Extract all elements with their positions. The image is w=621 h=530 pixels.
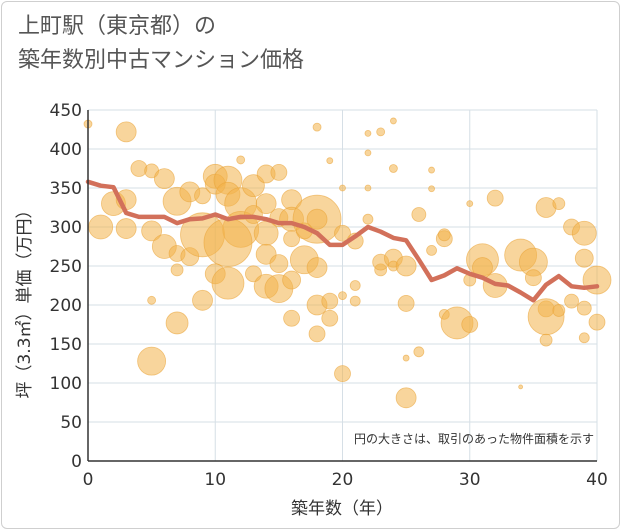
bubble-point: [170, 263, 184, 277]
bubble-point: [461, 316, 479, 333]
bubble-point: [571, 220, 597, 246]
bubble-point: [242, 174, 265, 198]
bubble-point: [524, 269, 542, 287]
bubble-point: [349, 295, 361, 307]
axes: [87, 110, 597, 462]
bubble-point: [349, 280, 361, 291]
bubble-point: [402, 354, 410, 362]
bubble-point: [203, 218, 253, 268]
bubble-point: [364, 184, 372, 192]
bubble-point: [308, 325, 326, 343]
bubble-point: [395, 387, 417, 409]
bubble-series: [83, 117, 612, 409]
bubble-point: [137, 346, 167, 376]
bubble-point: [428, 185, 435, 193]
bubble-point: [115, 218, 137, 239]
bubble-point: [339, 184, 346, 192]
chart-title: 上町駅（東京都）の 築年数別中古マンション価格: [18, 14, 305, 73]
y-tick-label: 0: [71, 452, 82, 472]
x-tick-label: 10: [204, 470, 226, 490]
bubble-size-note: 円の大きさは、取引のあった物件面積を示す: [354, 431, 594, 446]
bubble-point: [428, 166, 435, 174]
bubble-point: [253, 220, 279, 246]
y-tick-label: 200: [50, 296, 82, 316]
x-tick-label: 0: [83, 470, 94, 490]
bubble-point: [397, 295, 415, 312]
bubble-point: [312, 122, 322, 132]
bubble-point: [283, 309, 301, 327]
y-axis-title: 坪（3.3㎡）単価（万円）: [15, 201, 35, 398]
bubble-point: [578, 332, 590, 344]
x-tick-label: 30: [459, 470, 481, 490]
x-axis-title: 築年数（年）: [291, 499, 393, 519]
bubble-point: [362, 213, 374, 225]
bubble-point: [426, 244, 437, 256]
y-tick-label: 50: [60, 413, 82, 433]
bubble-point: [130, 160, 148, 177]
bubble-point: [269, 254, 289, 274]
bubble-point: [283, 230, 301, 248]
bubble-point: [364, 129, 372, 137]
bubble-point: [270, 163, 288, 181]
bubble-point: [115, 121, 137, 143]
bubble-point: [486, 189, 504, 207]
y-tick-label: 350: [50, 179, 82, 199]
average-price-line: [85, 179, 600, 303]
grid-lines: [88, 109, 598, 461]
bubble-point: [376, 127, 386, 137]
bubble-point: [236, 155, 246, 165]
bubble-point: [576, 300, 592, 316]
tick-labels: 0 50 100 150 200 250 300 350 400 450 0 10 20 30 40: [50, 101, 608, 490]
y-tick-label: 250: [50, 257, 82, 277]
bubble-point: [334, 365, 351, 383]
y-tick-label: 150: [50, 335, 82, 355]
y-tick-label: 450: [50, 101, 82, 121]
line-series: [85, 179, 600, 303]
bubble-point: [153, 168, 175, 190]
bubble-point: [437, 228, 451, 242]
bubble-point: [211, 266, 245, 300]
bubble-point: [466, 200, 474, 208]
bubble-point: [574, 248, 594, 268]
bubble-point: [321, 309, 339, 327]
bubble-point: [334, 224, 351, 242]
bubble-point: [141, 220, 163, 242]
y-tick-label: 300: [50, 218, 82, 238]
x-tick-label: 20: [332, 470, 354, 490]
bubble-point: [413, 346, 425, 358]
bubble-point: [306, 208, 328, 230]
bubble-point: [255, 193, 277, 215]
bubble-point: [535, 197, 557, 218]
bubble-point: [282, 270, 302, 290]
bubble-point: [338, 291, 347, 301]
bubble-point: [147, 295, 157, 305]
bubble-point: [321, 292, 339, 310]
bubble-point: [388, 164, 398, 173]
x-tick-label: 40: [586, 470, 608, 490]
y-tick-label: 400: [50, 140, 82, 160]
y-tick-label: 100: [50, 374, 82, 394]
bubble-point: [411, 207, 427, 222]
bubble-point: [364, 149, 372, 157]
bubble-point: [518, 384, 524, 390]
bubble-point: [588, 313, 606, 331]
bubble-point: [564, 293, 579, 309]
bubble-point: [244, 205, 263, 224]
bubble-point: [539, 333, 553, 347]
bubble-point: [552, 197, 566, 211]
bubble-point: [552, 304, 566, 317]
bubble-point: [192, 289, 213, 311]
bubble-point: [165, 311, 189, 335]
bubble-point: [389, 117, 397, 125]
bubble-point: [326, 157, 334, 165]
bubble-point: [194, 187, 211, 205]
bubble-point: [88, 214, 114, 240]
bubble-point: [306, 257, 328, 278]
bubble-point: [395, 255, 417, 277]
bubble-point: [582, 265, 612, 295]
